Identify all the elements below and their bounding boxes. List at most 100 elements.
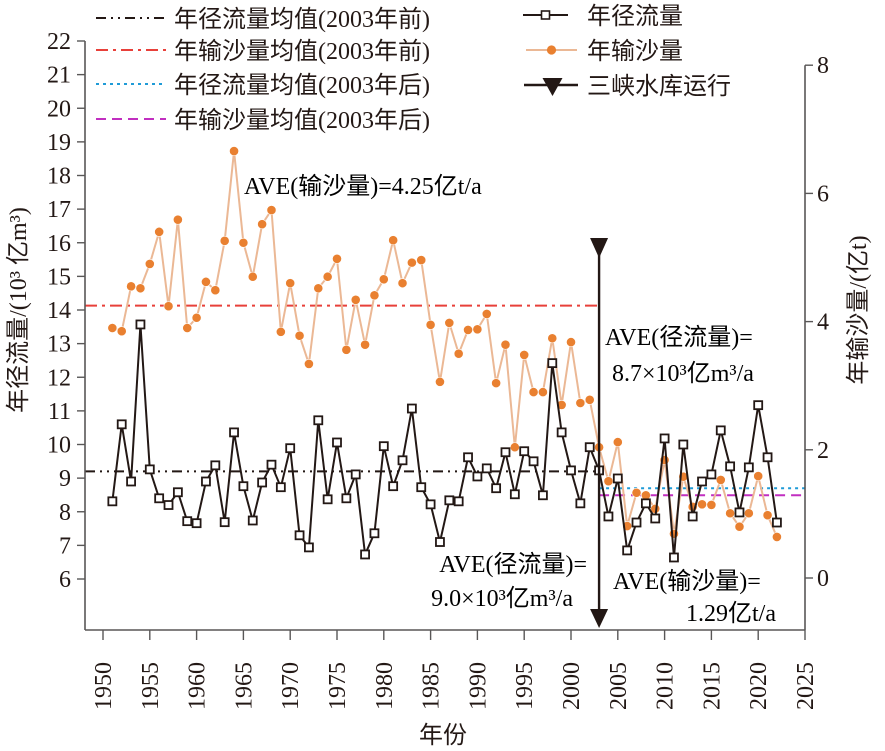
runoff-point [435,537,445,547]
axes: 6 7 8 9 10 11 12 13 14 15 16 17 18 19 20 21 22 0 2 4 6 8 1950 1… [47,29,829,710]
y-left-tick-label: 22 [47,29,71,55]
x-tick-label: 2000 [559,662,585,710]
y-left-tick-label: 13 [47,332,71,358]
runoff-point [697,476,707,487]
annotation-run-before: AVE(径流量)= 9.0×10³亿m³/a [431,551,587,612]
sediment-point [575,398,586,408]
sediment-point [538,387,548,398]
runoff-point [678,439,689,450]
annotation-text: 9.0×10³亿m³/a [431,585,573,612]
runoff-point [659,433,670,444]
runoff-point [706,469,717,480]
runoff-point [126,476,136,487]
sediment-point [163,301,174,312]
sediment-point [275,326,286,337]
x-tick-label: 2005 [606,662,632,710]
sediment-point [322,271,333,282]
legend-item-runoff-mean-after: 年径流量均值(2003年后) [96,72,430,99]
runoff-point [575,498,586,509]
filled-circle-marker-icon [546,45,557,55]
sediment-point [425,319,436,330]
x-tick-label: 2010 [653,662,679,710]
x-tick-label: 2025 [793,662,819,710]
sediment-point [612,437,623,448]
runoff-point [201,476,211,487]
runoff-point [650,513,661,524]
runoff-point [247,515,258,526]
sediment-point [341,344,352,355]
sediment-point [435,376,445,387]
sediment-point [229,146,239,156]
legend: 年径流量均值(2003年前) 年输沙量均值(2003年前) 年径流量均值(2003年… [96,3,731,134]
runoff-point [360,549,370,560]
sediment-point [154,226,165,237]
sediment-point [397,278,408,289]
y-left-tick-label: 9 [59,466,71,492]
sediment-point [734,521,745,532]
y-left-tick-label: 11 [48,399,71,425]
sediment-point [304,359,314,369]
sediment-point [500,339,511,350]
y-left-tick-label: 16 [47,231,71,257]
sediment-point [247,271,258,282]
runoff-point [509,489,520,500]
y-left-tick-label: 10 [47,433,71,459]
sediment-point [388,235,399,246]
runoff-point [603,511,614,522]
down-triangle-icon [542,78,563,96]
runoff-point [463,452,473,463]
runoff-point [519,446,530,457]
sediment-point [172,214,183,225]
series [107,146,782,563]
sediment-point [144,259,155,269]
y-left-tick-label: 18 [47,164,71,190]
runoff-point [229,427,239,438]
runoff-point [378,441,389,452]
runoff-point [753,400,764,411]
annotation-text: AVE(径流量)= [605,324,753,351]
y-left-tick-label: 17 [47,197,71,223]
runoff-point [135,319,146,330]
sediment-point [753,471,764,481]
runoff-point [481,463,492,474]
x-tick-label: 2015 [699,662,725,710]
runoff-point [762,452,773,463]
runoff-point [725,461,736,472]
annotation-text: AVE(输沙量)= [613,568,761,595]
sediment-point [584,394,595,405]
legend-label: 三峡水库运行 [587,73,731,100]
x-tick-label: 1985 [419,662,445,710]
x-tick-label: 1995 [512,662,538,710]
runoff-point [538,490,548,501]
sediment-point [472,324,483,335]
sediment-point [547,333,558,344]
sediment-point [603,476,614,487]
sediment-point [360,339,370,350]
dam-operation-marker [590,238,609,628]
sediment-point [182,323,193,333]
sediment-point [566,337,576,348]
x-tick-label: 1975 [325,662,351,710]
sediment-point [416,255,427,265]
runoff-point [182,516,193,527]
runoff-point [743,462,754,473]
runoff-point [416,482,427,493]
x-tick-label: 2020 [746,662,772,710]
runoff-point [406,403,417,414]
sediment-point [406,257,417,268]
runoff-point [547,358,558,369]
legend-label: 年输沙量 [587,38,683,65]
y-left-tick-label: 8 [59,500,71,526]
runoff-point [304,542,314,553]
legend-item-runoff-mean-before: 年径流量均值(2003年前) [96,6,430,33]
runoff-point [313,415,324,426]
y-axis-left-title: 年径流量/(10³ 亿m³) [5,207,32,413]
y-axis-right-title: 年输沙量/(亿t) [845,235,872,384]
sediment-point [772,532,782,542]
runoff-point [257,477,268,488]
runoff-point [322,494,333,505]
runoff-point [219,517,230,528]
runoff-point [266,459,277,470]
legend-label: 年径流量 [587,3,683,30]
